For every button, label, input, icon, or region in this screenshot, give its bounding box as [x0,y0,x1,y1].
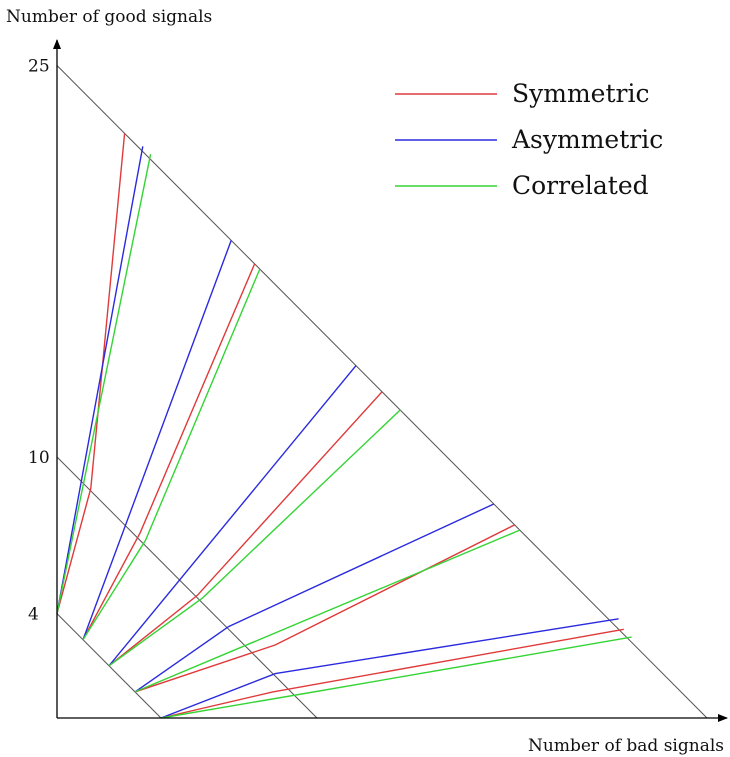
correlated-line-0 [56,154,152,614]
y-tick-label-25: 25 [28,57,50,77]
legend-label-correlated: Correlated [512,171,649,200]
y-tick-label-10: 10 [28,448,50,468]
boundary-line-0 [56,65,708,719]
asymmetric-line-1 [82,240,232,640]
correlated-line-2 [108,409,401,667]
asymmetric-line-0 [56,146,144,614]
y-tick-label-4: 4 [28,605,39,625]
legend-label-asymmetric: Asymmetric [511,125,663,154]
asymmetric-line-4 [160,618,619,719]
symmetric-line-2 [108,391,383,667]
x-axis-label: Number of bad signals [528,736,724,756]
series-symmetric [56,133,624,719]
series-layer [56,133,632,719]
correlated-line-1 [82,268,261,641]
symmetric-line-1 [82,263,256,641]
correlated-line-3 [134,529,521,693]
symmetric-line-3 [134,524,515,693]
y-tick-labels: 25 10 4 [28,57,50,625]
series-correlated [56,154,632,719]
boundary-line-1 [56,456,318,719]
symmetric-line-0 [56,133,126,614]
asymmetric-line-2 [108,365,357,667]
legend-label-symmetric: Symmetric [512,79,649,108]
asymmetric-line-3 [134,503,495,693]
correlated-line-4 [160,636,632,719]
symmetric-line-4 [160,628,624,719]
series-asymmetric [56,146,619,719]
y-axis-label: Number of good signals [6,7,212,27]
legend: Symmetric Asymmetric Correlated [395,79,663,200]
